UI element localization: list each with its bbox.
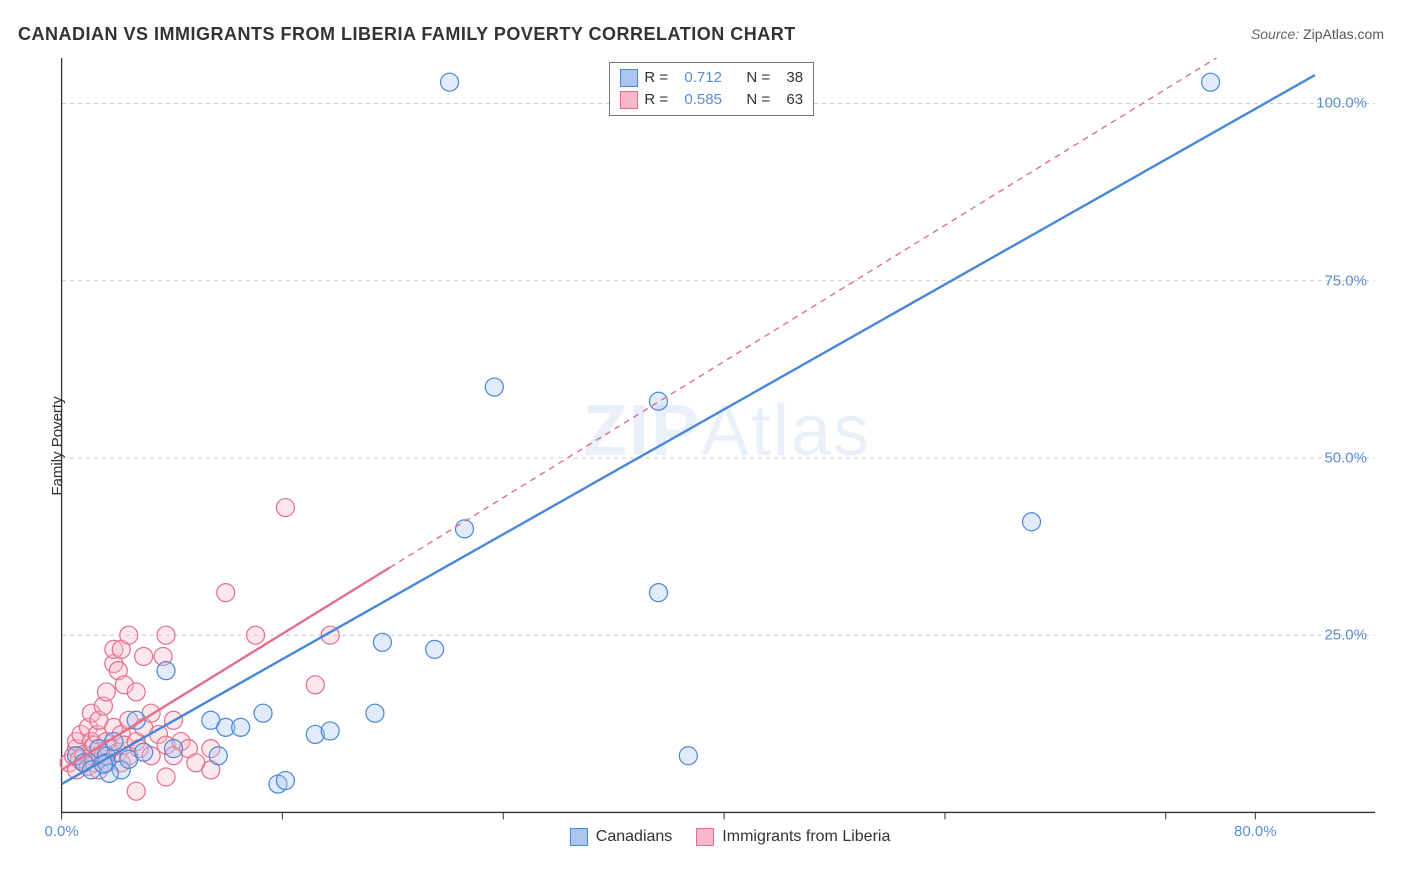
n-value: 63: [786, 91, 803, 108]
legend-entry: Canadians: [570, 828, 673, 846]
chart-title: CANADIAN VS IMMIGRANTS FROM LIBERIA FAMI…: [18, 24, 796, 45]
legend-label: Immigrants from Liberia: [722, 828, 890, 846]
legend-series: Canadians Immigrants from Liberia: [570, 828, 891, 846]
legend-row: R = 0.585 N = 63: [620, 89, 803, 111]
r-label: R =: [644, 69, 678, 86]
legend-row: R = 0.712 N = 38: [620, 67, 803, 89]
r-label: R =: [644, 91, 678, 108]
source-label: Source:: [1251, 26, 1299, 42]
n-value: 38: [786, 69, 803, 86]
chart-svg: [55, 58, 1375, 848]
legend-swatch: [570, 828, 588, 846]
y-tick-label: 25.0%: [1324, 627, 1367, 644]
source-value: ZipAtlas.com: [1303, 26, 1384, 42]
n-label: N =: [746, 69, 780, 86]
source-citation: Source: ZipAtlas.com: [1251, 26, 1384, 42]
x-tick-label: 0.0%: [44, 823, 78, 840]
y-tick-label: 75.0%: [1324, 272, 1367, 289]
legend-label: Canadians: [596, 828, 673, 846]
y-tick-label: 50.0%: [1324, 449, 1367, 466]
r-value: 0.712: [684, 69, 740, 86]
legend-entry: Immigrants from Liberia: [696, 828, 890, 846]
plot-area: ZIPAtlas R =0.712N =38R =0.585N =63 Cana…: [55, 58, 1375, 848]
x-tick-label: 80.0%: [1234, 823, 1277, 840]
legend-swatch: [620, 91, 638, 109]
legend-swatch: [620, 69, 638, 87]
legend-correlation: R = 0.712 N = 38 R = 0.585 N = 63: [609, 62, 814, 116]
legend-swatch: [696, 828, 714, 846]
n-label: N =: [746, 91, 780, 108]
chart-container: CANADIAN VS IMMIGRANTS FROM LIBERIA FAMI…: [0, 0, 1406, 892]
r-value: 0.585: [684, 91, 740, 108]
y-tick-label: 100.0%: [1316, 95, 1367, 112]
